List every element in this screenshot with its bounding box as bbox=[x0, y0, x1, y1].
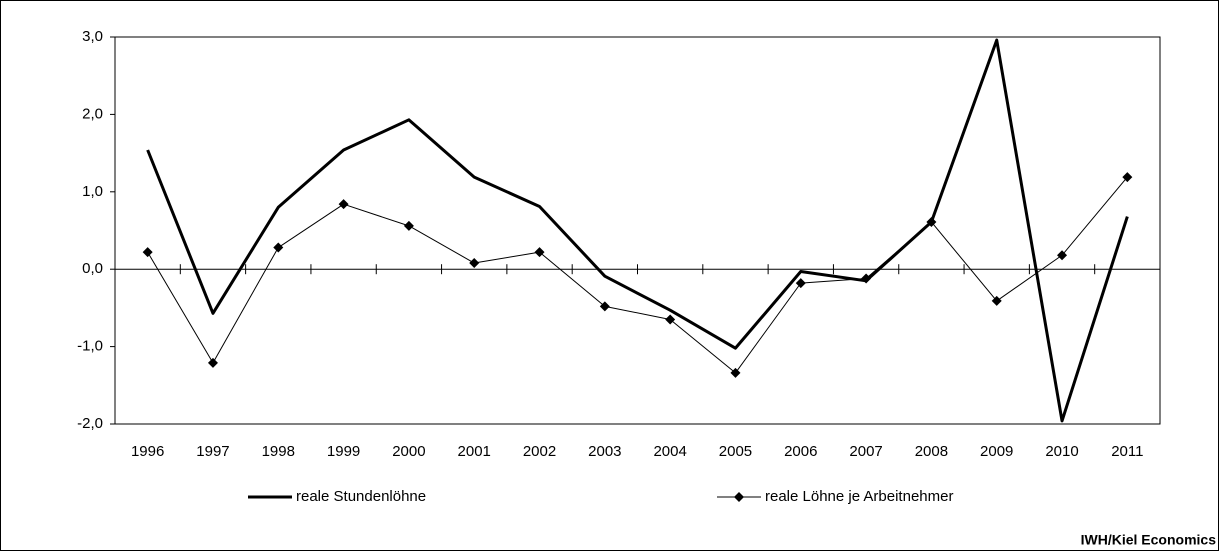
series-line bbox=[146, 38, 1129, 423]
x-tick-label: 2001 bbox=[458, 443, 491, 460]
marker bbox=[730, 367, 741, 378]
x-tick-label: 2010 bbox=[1045, 443, 1078, 460]
marker bbox=[273, 242, 284, 253]
y-tick-label: 0,0 bbox=[82, 260, 103, 277]
marker bbox=[926, 216, 937, 227]
x-tick-label: 2008 bbox=[915, 443, 948, 460]
x-tick-label: 2002 bbox=[523, 443, 556, 460]
marker bbox=[991, 295, 1002, 306]
marker bbox=[142, 247, 153, 258]
x-tick-label: 2000 bbox=[392, 443, 425, 460]
x-tick-label: 2009 bbox=[980, 443, 1013, 460]
y-tick-label: -2,0 bbox=[77, 415, 103, 432]
x-tick-label: 2005 bbox=[719, 443, 752, 460]
marker bbox=[338, 199, 349, 210]
marker bbox=[534, 247, 545, 258]
plot-area bbox=[114, 36, 1161, 425]
marker bbox=[403, 220, 414, 231]
x-tick-label: 2003 bbox=[588, 443, 621, 460]
x-tick-label: 1998 bbox=[262, 443, 295, 460]
x-tick-label: 1996 bbox=[131, 443, 164, 460]
marker bbox=[469, 258, 480, 269]
marker bbox=[1057, 250, 1068, 261]
x-tick-label: 2007 bbox=[849, 443, 882, 460]
x-tick-label: 1999 bbox=[327, 443, 360, 460]
marker bbox=[665, 314, 676, 325]
series-line bbox=[147, 176, 1128, 374]
y-tick-label: 3,0 bbox=[82, 28, 103, 45]
y-tick-label: 2,0 bbox=[82, 105, 103, 122]
x-tick-label: 2006 bbox=[784, 443, 817, 460]
source: IWH/Kiel Economics bbox=[1081, 532, 1217, 548]
marker bbox=[861, 273, 872, 284]
marker bbox=[795, 278, 806, 289]
x-tick-label: 1997 bbox=[196, 443, 229, 460]
legend-marker bbox=[734, 492, 744, 502]
y-tick-label: -1,0 bbox=[77, 338, 103, 355]
x-tick-label: 2004 bbox=[653, 443, 686, 460]
marker bbox=[599, 301, 610, 312]
legend-label: reale Löhne je Arbeitnehmer bbox=[765, 488, 953, 505]
marker bbox=[207, 357, 218, 368]
y-tick-label: 1,0 bbox=[82, 183, 103, 200]
marker bbox=[1122, 172, 1133, 183]
x-tick-label: 2011 bbox=[1111, 443, 1143, 460]
legend-label: reale Stundenlöhne bbox=[296, 488, 426, 505]
